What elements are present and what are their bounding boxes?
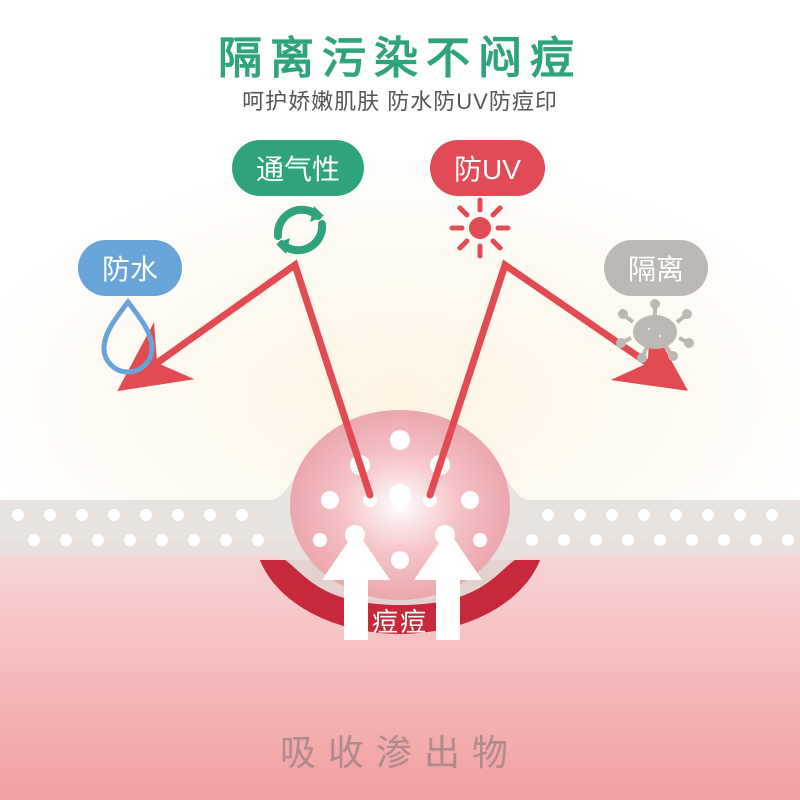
diagram-stage: 隔离污染不闷痘 呵护娇嫩肌肤 防水防UV防痘印 防水 通气性 防UV 隔离 痘痘… [0,0,800,800]
badge-waterproof: 防水 [78,240,182,296]
footer-text: 吸收渗出物 [0,724,800,776]
badge-isolation: 隔离 [604,240,708,296]
badge-breathable: 通气性 [232,140,364,196]
diagram-svg [0,0,800,800]
subtitle: 呵护娇嫩肌肤 防水防UV防痘印 [0,84,800,116]
badge-uv: 防UV [430,140,545,196]
main-title: 隔离污染不闷痘 [0,22,800,86]
acne-label: 痘痘 [372,602,428,639]
sun-icon [452,200,508,256]
